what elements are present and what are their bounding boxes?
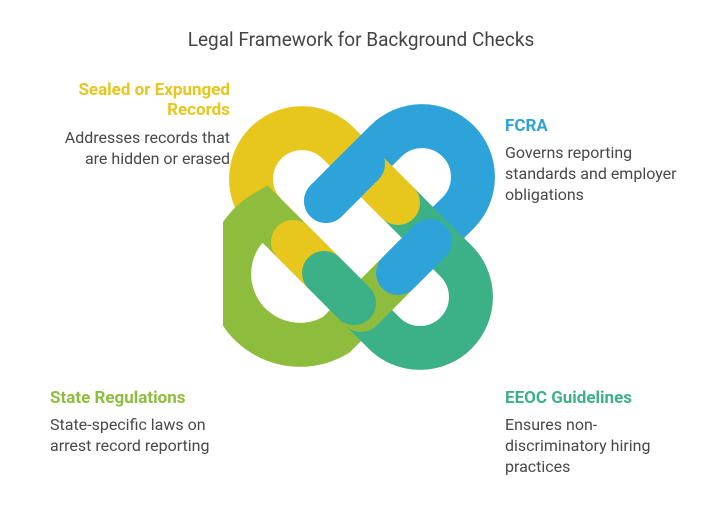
quadrant-bottom-right: EEOC Guidelines Ensures non-discriminato… xyxy=(505,388,685,478)
quadrant-desc: Addresses records that are hidden or era… xyxy=(50,128,230,170)
quadrant-top-left: Sealed or Expunged Records Addresses rec… xyxy=(50,80,230,169)
quadrant-top-right: FCRA Governs reporting standards and emp… xyxy=(505,116,685,206)
quadrant-heading: EEOC Guidelines xyxy=(505,388,685,408)
quadrant-desc: Governs reporting standards and employer… xyxy=(505,143,685,205)
quadrant-bottom-left: State Regulations State-specific laws on… xyxy=(50,388,215,457)
knot-diagram: .band { fill: none; stroke-linecap: roun… xyxy=(223,100,499,376)
quadrant-desc: State-specific laws on arrest record rep… xyxy=(50,415,215,457)
quadrant-heading: Sealed or Expunged Records xyxy=(50,80,230,121)
page-title: Legal Framework for Background Checks xyxy=(0,28,722,51)
quadrant-desc: Ensures non-discriminatory hiring practi… xyxy=(505,415,685,477)
quadrant-heading: State Regulations xyxy=(50,388,215,408)
quadrant-heading: FCRA xyxy=(505,116,685,136)
